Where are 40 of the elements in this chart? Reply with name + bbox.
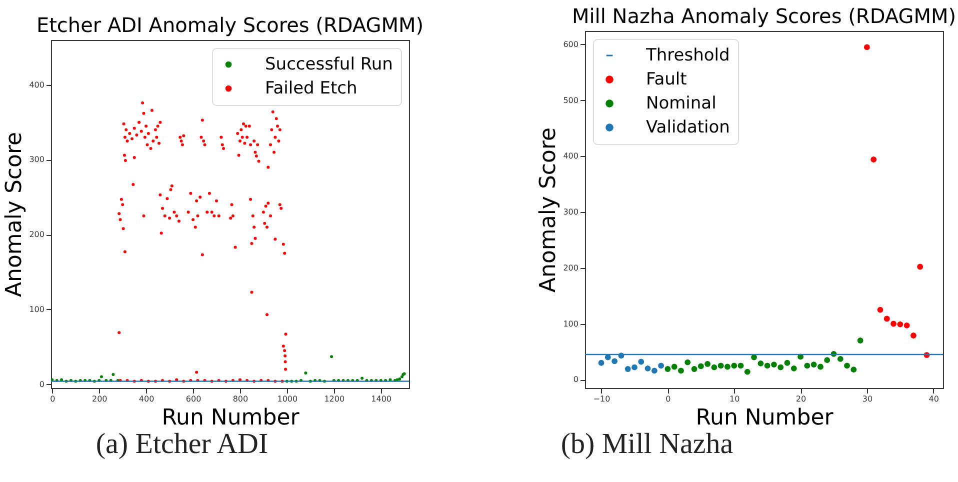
chart-title: Etcher ADI Anomaly Scores (RDAGMM) xyxy=(36,13,424,37)
x-tick-label: 0 xyxy=(666,394,671,404)
x-tick-label: 30 xyxy=(862,394,873,404)
legend-label: Failed Etch xyxy=(265,78,358,98)
x-axis-title: Run Number xyxy=(162,406,300,430)
y-tick-label: 0 xyxy=(573,375,578,384)
text: (b) Mill Nazha xyxy=(560,428,734,461)
y-axis-title: Anomaly Score xyxy=(2,132,28,298)
y-tick-label: 200 xyxy=(29,230,44,240)
y-tick-label: 300 xyxy=(563,208,578,217)
x-tick-label: 1000 xyxy=(277,394,298,404)
x-tick-label: 1400 xyxy=(371,394,392,404)
y-tick-label: 100 xyxy=(29,304,44,314)
x-tick-label: 1200 xyxy=(324,394,345,404)
x-tick-label: 400 xyxy=(138,394,154,404)
y-tick-label: 0 xyxy=(39,380,44,389)
x-tick-label: 40 xyxy=(928,394,939,404)
x-tick-label: 600 xyxy=(186,394,202,404)
x-tick-label: 0 xyxy=(50,394,56,404)
y-tick-label: 300 xyxy=(29,155,44,164)
x-tick-label: 200 xyxy=(92,394,108,404)
y-tick-label: 400 xyxy=(29,80,44,90)
y-tick-label: 500 xyxy=(563,96,578,105)
legend-label: Fault xyxy=(646,70,688,90)
x-axis-title: Run Number xyxy=(696,406,834,430)
y-tick-label: 100 xyxy=(563,319,578,328)
chart-title: Mill Nazha Anomaly Scores (RDAGMM) xyxy=(572,4,956,28)
text: (a) Etcher ADI xyxy=(94,428,270,461)
legend-label: Nominal xyxy=(646,94,716,114)
x-tick-label: −10 xyxy=(593,394,610,404)
y-tick-label: 600 xyxy=(563,40,578,49)
legend-label: Threshold xyxy=(645,46,730,66)
legend-label: Validation xyxy=(646,118,730,138)
legend-label: Successful Run xyxy=(265,54,393,74)
x-tick-label: 20 xyxy=(796,394,806,404)
y-axis-title: Anomaly Score xyxy=(536,127,562,293)
y-tick-label: 400 xyxy=(563,152,578,161)
y-tick-label: 200 xyxy=(563,263,578,272)
x-tick-label: 800 xyxy=(232,394,248,404)
x-tick-label: 10 xyxy=(730,394,740,404)
